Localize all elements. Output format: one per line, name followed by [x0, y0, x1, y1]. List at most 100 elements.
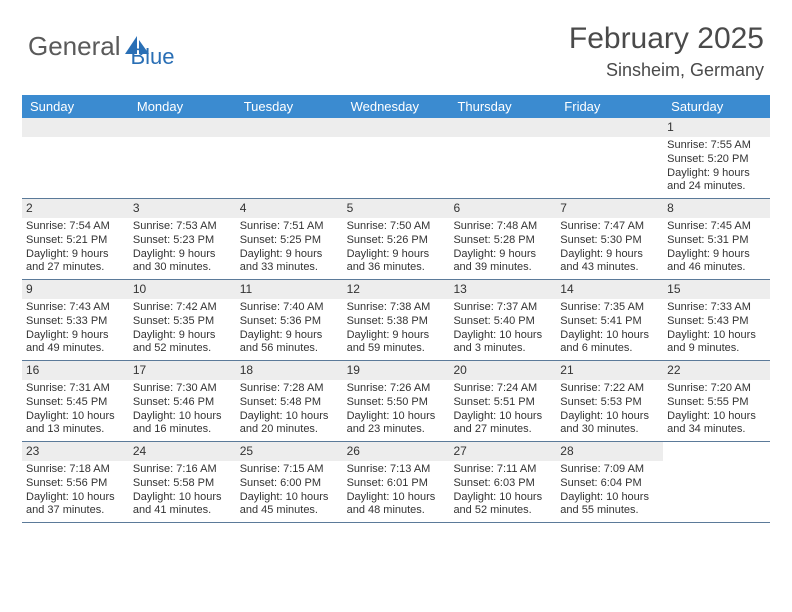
day-daylight2: and 52 minutes.	[453, 504, 552, 518]
day-daylight1: Daylight: 9 hours	[26, 248, 125, 262]
day-sunrise: Sunrise: 7:20 AM	[667, 382, 766, 396]
day-sunrise: Sunrise: 7:43 AM	[26, 301, 125, 315]
day-cell: 17Sunrise: 7:30 AMSunset: 5:46 PMDayligh…	[129, 361, 236, 441]
day-sunrise: Sunrise: 7:51 AM	[240, 220, 339, 234]
day-number: 26	[343, 442, 450, 461]
day-sunrise: Sunrise: 7:40 AM	[240, 301, 339, 315]
day-number: 15	[663, 280, 770, 299]
dow-cell: Thursday	[449, 95, 556, 118]
day-sunrise: Sunrise: 7:26 AM	[347, 382, 446, 396]
day-daylight1: Daylight: 10 hours	[240, 491, 339, 505]
day-sunset: Sunset: 6:04 PM	[560, 477, 659, 491]
day-sunset: Sunset: 5:21 PM	[26, 234, 125, 248]
day-cell: 4Sunrise: 7:51 AMSunset: 5:25 PMDaylight…	[236, 199, 343, 279]
day-daylight1: Daylight: 9 hours	[133, 248, 232, 262]
day-daylight1: Daylight: 10 hours	[453, 410, 552, 424]
day-daylight1: Daylight: 9 hours	[240, 329, 339, 343]
day-number: 16	[22, 361, 129, 380]
day-number: 8	[663, 199, 770, 218]
day-sunset: Sunset: 5:41 PM	[560, 315, 659, 329]
day-cell: 16Sunrise: 7:31 AMSunset: 5:45 PMDayligh…	[22, 361, 129, 441]
day-sunset: Sunset: 5:58 PM	[133, 477, 232, 491]
day-cell: 9Sunrise: 7:43 AMSunset: 5:33 PMDaylight…	[22, 280, 129, 360]
day-sunrise: Sunrise: 7:50 AM	[347, 220, 446, 234]
day-daylight2: and 37 minutes.	[26, 504, 125, 518]
day-daylight2: and 3 minutes.	[453, 342, 552, 356]
day-sunset: Sunset: 5:28 PM	[453, 234, 552, 248]
day-cell: 13Sunrise: 7:37 AMSunset: 5:40 PMDayligh…	[449, 280, 556, 360]
day-sunset: Sunset: 6:00 PM	[240, 477, 339, 491]
day-daylight2: and 43 minutes.	[560, 261, 659, 275]
day-number: 19	[343, 361, 450, 380]
day-number: 23	[22, 442, 129, 461]
week-row: 16Sunrise: 7:31 AMSunset: 5:45 PMDayligh…	[22, 360, 770, 441]
calendar: SundayMondayTuesdayWednesdayThursdayFrid…	[0, 89, 792, 522]
day-daylight2: and 6 minutes.	[560, 342, 659, 356]
day-daylight2: and 45 minutes.	[240, 504, 339, 518]
day-daylight2: and 59 minutes.	[347, 342, 446, 356]
day-sunrise: Sunrise: 7:55 AM	[667, 139, 766, 153]
day-number: 11	[236, 280, 343, 299]
day-daylight1: Daylight: 10 hours	[667, 410, 766, 424]
week-row: 9Sunrise: 7:43 AMSunset: 5:33 PMDaylight…	[22, 279, 770, 360]
day-daylight2: and 30 minutes.	[560, 423, 659, 437]
day-daylight2: and 23 minutes.	[347, 423, 446, 437]
day-daylight1: Daylight: 10 hours	[560, 410, 659, 424]
day-cell: 15Sunrise: 7:33 AMSunset: 5:43 PMDayligh…	[663, 280, 770, 360]
day-daylight2: and 48 minutes.	[347, 504, 446, 518]
day-daylight1: Daylight: 10 hours	[26, 491, 125, 505]
day-daylight1: Daylight: 10 hours	[240, 410, 339, 424]
day-cell: 25Sunrise: 7:15 AMSunset: 6:00 PMDayligh…	[236, 442, 343, 522]
day-sunrise: Sunrise: 7:16 AM	[133, 463, 232, 477]
day-cell: 14Sunrise: 7:35 AMSunset: 5:41 PMDayligh…	[556, 280, 663, 360]
day-number: 14	[556, 280, 663, 299]
day-number-empty	[236, 118, 343, 137]
day-sunrise: Sunrise: 7:54 AM	[26, 220, 125, 234]
day-daylight2: and 34 minutes.	[667, 423, 766, 437]
day-number: 27	[449, 442, 556, 461]
day-sunrise: Sunrise: 7:28 AM	[240, 382, 339, 396]
day-daylight1: Daylight: 10 hours	[133, 410, 232, 424]
location-label: Sinsheim, Germany	[569, 60, 764, 81]
day-daylight2: and 49 minutes.	[26, 342, 125, 356]
day-cell: 7Sunrise: 7:47 AMSunset: 5:30 PMDaylight…	[556, 199, 663, 279]
day-cell: 10Sunrise: 7:42 AMSunset: 5:35 PMDayligh…	[129, 280, 236, 360]
day-sunset: Sunset: 5:25 PM	[240, 234, 339, 248]
day-number: 12	[343, 280, 450, 299]
day-daylight2: and 52 minutes.	[133, 342, 232, 356]
day-sunrise: Sunrise: 7:22 AM	[560, 382, 659, 396]
day-number: 21	[556, 361, 663, 380]
day-sunset: Sunset: 5:30 PM	[560, 234, 659, 248]
day-cell: 21Sunrise: 7:22 AMSunset: 5:53 PMDayligh…	[556, 361, 663, 441]
day-number: 24	[129, 442, 236, 461]
day-number-empty	[343, 118, 450, 137]
days-of-week-header: SundayMondayTuesdayWednesdayThursdayFrid…	[22, 95, 770, 118]
day-number: 9	[22, 280, 129, 299]
day-daylight1: Daylight: 9 hours	[667, 167, 766, 181]
day-cell: 19Sunrise: 7:26 AMSunset: 5:50 PMDayligh…	[343, 361, 450, 441]
day-daylight1: Daylight: 10 hours	[26, 410, 125, 424]
day-sunrise: Sunrise: 7:48 AM	[453, 220, 552, 234]
day-sunrise: Sunrise: 7:30 AM	[133, 382, 232, 396]
day-daylight1: Daylight: 10 hours	[667, 329, 766, 343]
day-number: 10	[129, 280, 236, 299]
day-number: 5	[343, 199, 450, 218]
day-sunrise: Sunrise: 7:53 AM	[133, 220, 232, 234]
day-cell: 2Sunrise: 7:54 AMSunset: 5:21 PMDaylight…	[22, 199, 129, 279]
day-cell: 26Sunrise: 7:13 AMSunset: 6:01 PMDayligh…	[343, 442, 450, 522]
dow-cell: Saturday	[663, 95, 770, 118]
day-sunset: Sunset: 6:01 PM	[347, 477, 446, 491]
day-sunrise: Sunrise: 7:31 AM	[26, 382, 125, 396]
day-number: 4	[236, 199, 343, 218]
day-cell: 18Sunrise: 7:28 AMSunset: 5:48 PMDayligh…	[236, 361, 343, 441]
day-daylight2: and 16 minutes.	[133, 423, 232, 437]
day-daylight1: Daylight: 10 hours	[560, 329, 659, 343]
day-sunset: Sunset: 5:46 PM	[133, 396, 232, 410]
week-row: 2Sunrise: 7:54 AMSunset: 5:21 PMDaylight…	[22, 198, 770, 279]
day-cell: 11Sunrise: 7:40 AMSunset: 5:36 PMDayligh…	[236, 280, 343, 360]
day-number-empty	[129, 118, 236, 137]
day-sunrise: Sunrise: 7:24 AM	[453, 382, 552, 396]
day-sunrise: Sunrise: 7:47 AM	[560, 220, 659, 234]
day-cell	[449, 118, 556, 198]
day-cell	[22, 118, 129, 198]
